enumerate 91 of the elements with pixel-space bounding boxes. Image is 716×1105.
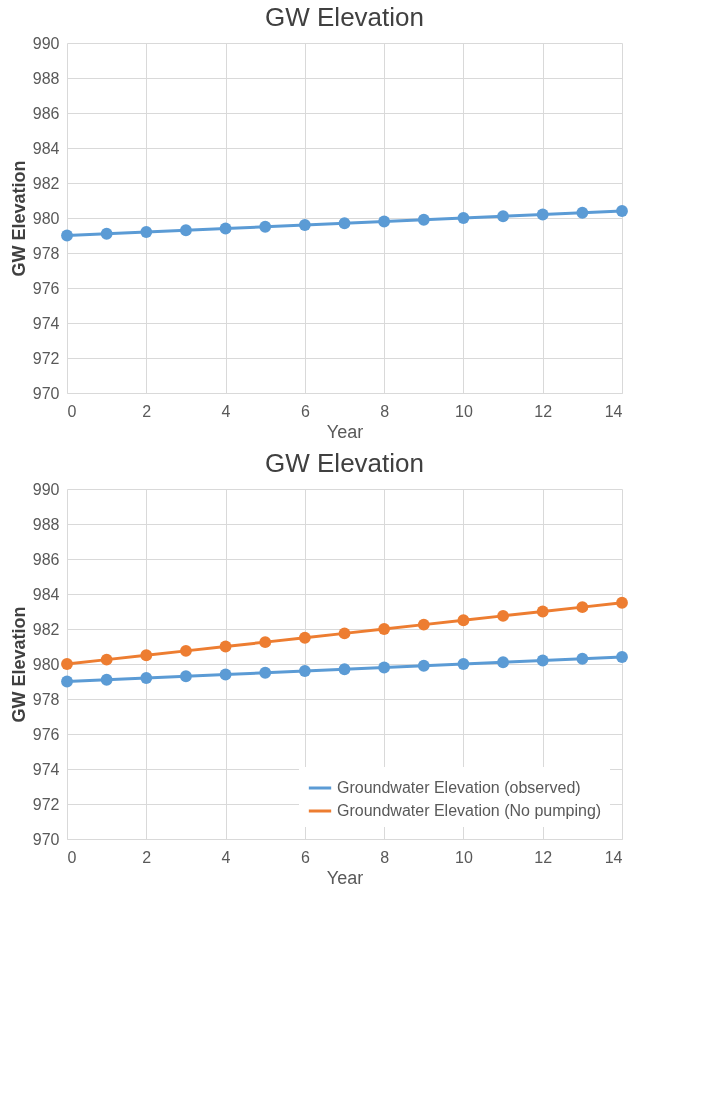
y-tick-label: 984 — [32, 139, 60, 157]
y-axis-title: GW Elevation — [8, 160, 29, 277]
point — [298, 219, 311, 231]
y-tick-label: 986 — [32, 104, 60, 122]
x-tick-label: 0 — [67, 848, 77, 866]
point — [338, 663, 351, 676]
y-tick-label: 978 — [32, 244, 60, 262]
point — [417, 213, 430, 226]
point — [61, 675, 73, 688]
y-tick-label: 990 — [32, 34, 60, 52]
point — [616, 205, 628, 217]
point — [536, 208, 549, 221]
point — [219, 222, 232, 235]
point — [219, 640, 232, 653]
y-axis-title: GW Elevation — [8, 606, 29, 723]
y-tick-label: 984 — [32, 585, 60, 603]
point — [100, 227, 113, 240]
point — [259, 220, 272, 233]
x-tick-label: 10 — [455, 402, 473, 420]
legend-label: Groundwater Elevation (No pumping) — [337, 802, 602, 819]
x-tick-label: 6 — [300, 848, 310, 866]
point — [457, 658, 470, 670]
point — [576, 206, 589, 219]
point — [576, 652, 589, 665]
point — [378, 215, 391, 228]
x-tick-label: 2 — [142, 402, 152, 420]
point — [378, 661, 391, 674]
point — [140, 672, 153, 684]
x-tick-label: 12 — [534, 402, 553, 420]
point — [140, 649, 153, 662]
x-tick-label: 14 — [604, 848, 623, 866]
point — [417, 618, 430, 631]
point — [378, 623, 391, 635]
x-tick-label: 8 — [380, 848, 390, 866]
y-tick-label: 978 — [32, 690, 60, 708]
x-tick-label: 4 — [221, 402, 231, 420]
point — [338, 217, 351, 230]
point — [180, 644, 192, 657]
y-tick-label: 970 — [32, 830, 60, 848]
point — [576, 601, 589, 614]
point — [298, 631, 311, 644]
y-tick-label: 988 — [32, 515, 60, 533]
x-tick-label: 8 — [380, 402, 390, 420]
point — [457, 614, 470, 627]
point — [497, 609, 509, 622]
point — [100, 653, 113, 666]
x-tick-label: 4 — [221, 848, 231, 866]
point — [140, 226, 153, 238]
point — [616, 596, 628, 609]
point — [536, 654, 549, 667]
point — [259, 666, 272, 679]
point — [338, 627, 351, 640]
legend-label: Groundwater Elevation (observed) — [337, 779, 581, 796]
y-tick-label: 988 — [32, 69, 60, 87]
point — [417, 659, 430, 672]
x-tick-label: 12 — [534, 848, 553, 866]
x-tick-label: 0 — [67, 402, 77, 420]
point — [497, 656, 509, 669]
chart-title: GW Elevation — [265, 448, 424, 478]
x-tick-label: 2 — [142, 848, 152, 866]
y-tick-label: 970 — [32, 384, 60, 402]
point — [616, 651, 628, 663]
x-axis-title: Year — [326, 421, 364, 442]
y-tick-label: 980 — [32, 655, 60, 673]
point — [497, 210, 509, 223]
point — [457, 212, 470, 224]
x-tick-label: 14 — [604, 402, 623, 420]
y-tick-label: 980 — [32, 209, 60, 227]
point — [219, 668, 232, 681]
y-tick-label: 972 — [32, 349, 60, 367]
chart-title: GW Elevation — [265, 2, 424, 32]
point — [61, 229, 73, 242]
y-tick-label: 974 — [32, 760, 60, 778]
point — [61, 658, 73, 670]
point — [180, 670, 192, 683]
point — [100, 673, 113, 686]
y-tick-label: 982 — [32, 620, 60, 638]
point — [298, 665, 311, 677]
point — [536, 605, 549, 618]
point — [259, 636, 272, 649]
x-tick-label: 10 — [455, 848, 473, 866]
y-tick-label: 986 — [32, 550, 60, 568]
y-tick-label: 976 — [32, 279, 60, 297]
x-axis-title: Year — [326, 867, 364, 888]
y-tick-label: 974 — [32, 314, 60, 332]
y-tick-label: 972 — [32, 795, 60, 813]
x-tick-label: 6 — [300, 402, 310, 420]
y-tick-label: 976 — [32, 725, 60, 743]
y-tick-label: 990 — [32, 480, 60, 498]
y-tick-label: 982 — [32, 174, 60, 192]
point — [180, 224, 192, 237]
